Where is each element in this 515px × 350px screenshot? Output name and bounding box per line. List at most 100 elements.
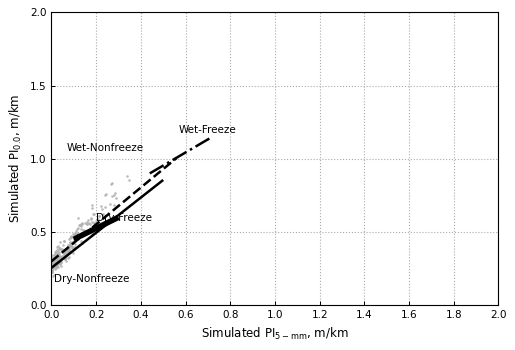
Point — [108, 180, 116, 186]
Point — [62, 247, 70, 253]
Point — [59, 242, 67, 247]
Point — [110, 202, 118, 208]
Point — [55, 245, 63, 251]
Point — [91, 218, 99, 224]
Point — [52, 257, 60, 262]
Point — [48, 267, 57, 273]
Point — [56, 261, 64, 267]
Point — [70, 231, 78, 236]
Point — [70, 236, 78, 241]
Point — [56, 245, 64, 251]
Point — [50, 259, 58, 265]
Point — [64, 246, 72, 251]
Point — [83, 222, 91, 227]
Point — [58, 253, 66, 259]
Point — [65, 242, 74, 247]
Point — [64, 247, 72, 253]
Point — [70, 236, 78, 242]
Point — [65, 246, 74, 252]
Text: Wet-Freeze: Wet-Freeze — [179, 125, 236, 135]
Point — [110, 193, 118, 198]
Text: Dry-Freeze: Dry-Freeze — [96, 213, 152, 223]
Point — [81, 220, 90, 225]
Point — [71, 244, 79, 250]
Point — [53, 251, 61, 257]
Point — [57, 254, 65, 260]
Point — [66, 248, 74, 254]
Point — [69, 231, 77, 237]
Point — [48, 259, 56, 264]
Point — [90, 220, 98, 225]
Point — [54, 264, 62, 270]
Point — [88, 231, 96, 236]
Point — [48, 258, 57, 264]
Point — [51, 259, 59, 265]
Point — [49, 257, 58, 263]
Point — [94, 216, 102, 222]
Point — [49, 273, 57, 279]
Point — [51, 262, 59, 268]
Point — [71, 233, 79, 238]
Point — [55, 260, 63, 266]
Point — [64, 247, 73, 252]
Point — [71, 230, 79, 236]
Point — [88, 205, 96, 211]
Point — [61, 248, 69, 254]
Point — [52, 250, 60, 255]
Point — [98, 206, 106, 211]
Point — [88, 202, 96, 208]
Point — [64, 255, 72, 260]
Point — [60, 248, 68, 254]
Point — [82, 229, 90, 234]
Point — [100, 204, 109, 210]
Point — [97, 223, 106, 228]
Point — [77, 223, 85, 229]
Point — [55, 251, 63, 257]
Point — [52, 260, 60, 266]
Point — [63, 247, 71, 252]
Point — [63, 250, 72, 255]
Point — [55, 254, 63, 260]
Point — [94, 214, 102, 219]
Point — [61, 251, 69, 257]
Point — [63, 250, 72, 255]
Point — [56, 260, 64, 265]
Point — [64, 242, 72, 247]
Point — [60, 238, 68, 243]
Point — [55, 258, 63, 263]
Point — [52, 261, 60, 267]
Point — [67, 233, 75, 238]
Point — [74, 235, 82, 240]
Point — [54, 243, 62, 249]
Point — [68, 250, 77, 256]
Point — [60, 248, 68, 253]
Point — [56, 253, 64, 259]
Point — [93, 216, 101, 222]
Point — [68, 239, 76, 245]
Point — [48, 262, 57, 267]
Point — [71, 241, 79, 247]
Point — [48, 258, 56, 264]
Point — [51, 260, 59, 266]
Point — [54, 263, 62, 268]
Point — [68, 246, 77, 251]
Point — [47, 259, 56, 265]
Point — [48, 261, 57, 266]
Point — [65, 237, 74, 242]
Point — [84, 217, 92, 223]
Point — [61, 254, 70, 260]
Point — [60, 255, 68, 261]
Point — [49, 260, 58, 266]
Point — [67, 244, 76, 250]
Point — [87, 216, 95, 221]
Point — [49, 258, 58, 264]
Point — [66, 243, 74, 248]
Point — [89, 211, 97, 217]
Point — [48, 269, 56, 274]
Point — [58, 247, 66, 253]
Point — [54, 252, 62, 258]
Point — [73, 231, 81, 237]
Point — [87, 225, 95, 231]
Point — [60, 251, 68, 257]
Point — [97, 203, 105, 209]
